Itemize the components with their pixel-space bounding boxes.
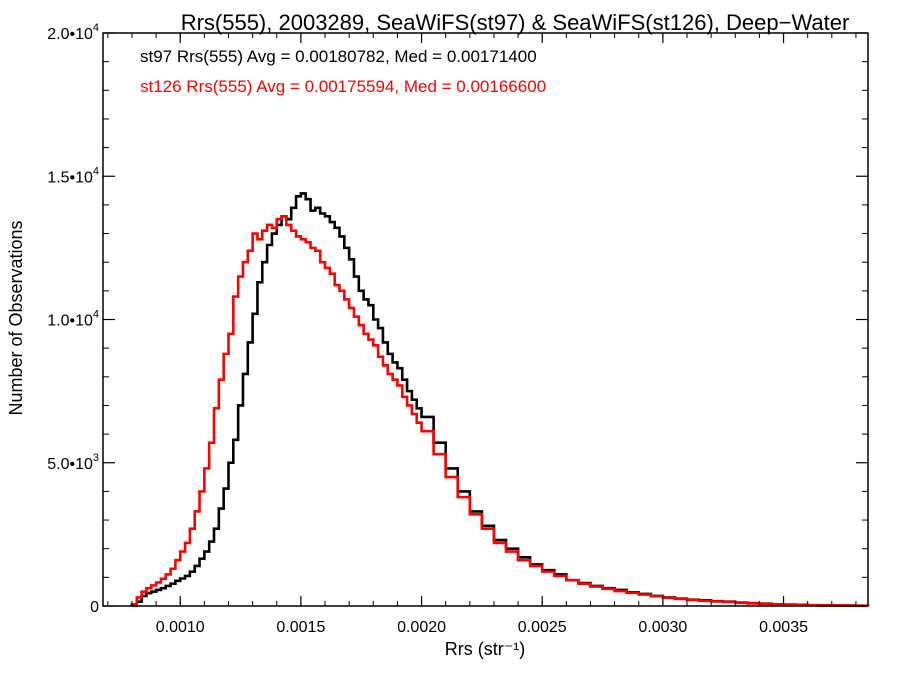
x-tick-label: 0.0030 (638, 619, 687, 636)
x-tick-label: 0.0035 (759, 619, 808, 636)
series-line-1 (130, 215, 870, 608)
series-layer (130, 192, 870, 608)
annotation-st126: st126 Rrs(555) Avg = 0.00175594, Med = 0… (140, 77, 546, 96)
annotation-st97: st97 Rrs(555) Avg = 0.00180782, Med = 0.… (140, 47, 537, 66)
y-tick-label: 2.0•104 (47, 22, 99, 43)
y-tick-label: 0 (90, 599, 99, 616)
y-tick-label: 1.5•104 (47, 165, 99, 186)
x-axis: 0.0010 0.0015 0.0020 0.0025 0.0030 0.0035 (107, 33, 857, 636)
chart-title: Rrs(555), 2003289, SeaWiFS(st97) & SeaWi… (181, 10, 850, 35)
x-tick-label: 0.0015 (276, 619, 325, 636)
y-axis-label: Number of Observations (6, 220, 26, 415)
y-axis: 0 5.0•103 1.0•104 1.5•104 2.0•104 (47, 22, 868, 616)
x-tick-label: 0.0025 (518, 619, 567, 636)
y-tick-label: 5.0•103 (47, 452, 99, 473)
x-tick-label: 0.0020 (397, 619, 446, 636)
x-tick-label: 0.0010 (156, 619, 205, 636)
x-axis-label: Rrs (str⁻¹) (445, 639, 525, 659)
y-tick-label: 1.0•104 (47, 309, 99, 330)
